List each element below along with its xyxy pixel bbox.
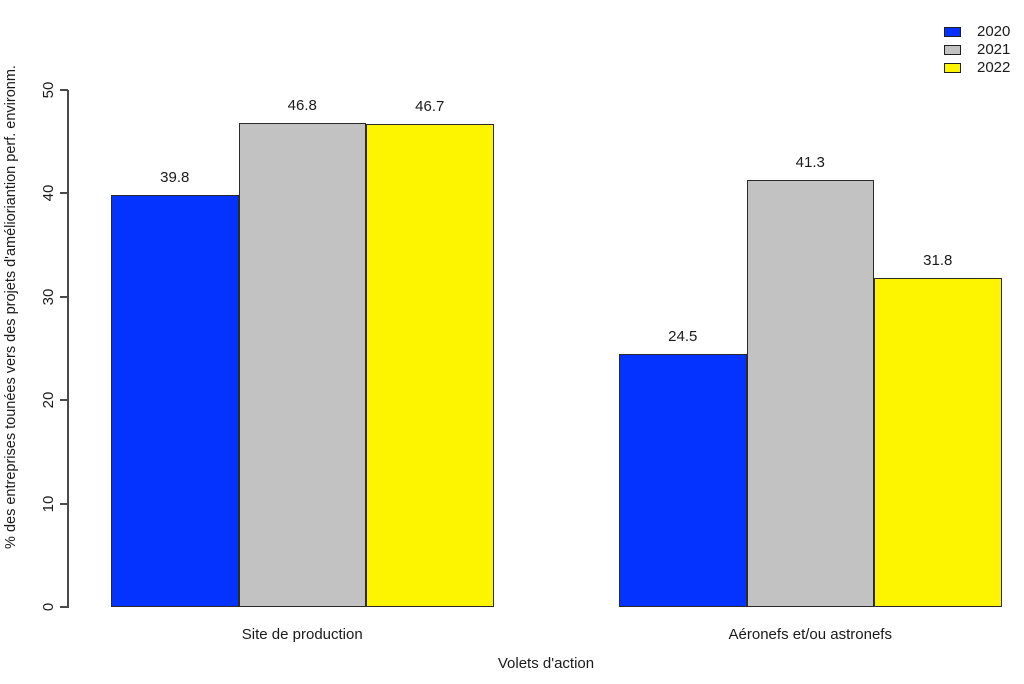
bar-2022-group-0 <box>366 124 494 607</box>
bar-value-label: 31.8 <box>923 252 953 270</box>
bar-value-label: 24.5 <box>668 327 698 345</box>
bar-2022-group-1 <box>874 278 1002 607</box>
bar-2020-group-0 <box>111 195 239 607</box>
bar-value-label: 41.3 <box>795 153 825 171</box>
legend-label-2020: 2020 <box>977 23 1011 40</box>
y-tick-label: 30 <box>40 288 57 306</box>
bar-value-label: 46.8 <box>287 97 317 115</box>
bar-value-label: 39.8 <box>160 169 190 187</box>
y-tick-label: 40 <box>40 185 57 202</box>
y-tick-mark <box>60 192 68 195</box>
y-tick-label: 10 <box>40 495 57 512</box>
bar-value-label: 46.7 <box>415 98 445 116</box>
legend-row-2022: 2022 <box>944 59 1010 77</box>
legend-row-2021: 2021 <box>944 41 1010 59</box>
y-tick-mark <box>60 295 68 298</box>
legend: 2020 2021 2022 <box>944 23 1010 77</box>
y-tick-mark <box>60 89 68 91</box>
y-tick-label: 20 <box>40 391 57 409</box>
legend-swatch-2021 <box>944 45 961 55</box>
legend-swatch-2020 <box>944 27 961 37</box>
y-tick-mark <box>60 606 68 608</box>
y-axis-line <box>67 90 69 608</box>
x-category-label-0: Site de production <box>241 626 363 643</box>
y-tick-mark <box>60 502 68 505</box>
legend-label-2021: 2021 <box>977 41 1011 58</box>
y-axis-title: % des entreprises tounées vers des proje… <box>3 65 19 549</box>
legend-row-2020: 2020 <box>944 23 1010 41</box>
bar-2021-group-0 <box>238 123 366 607</box>
x-axis-title: Volets d'action <box>497 655 595 672</box>
bar-2021-group-1 <box>746 179 874 607</box>
y-tick-mark <box>60 399 68 402</box>
y-tick-label: 0 <box>40 602 57 612</box>
y-tick-label: 50 <box>40 81 57 99</box>
legend-label-2022: 2022 <box>977 59 1011 76</box>
legend-swatch-2022 <box>944 63 961 73</box>
x-category-label-1: Aéronefs et/ou astronefs <box>728 626 892 643</box>
bar-2020-group-1 <box>619 353 747 607</box>
